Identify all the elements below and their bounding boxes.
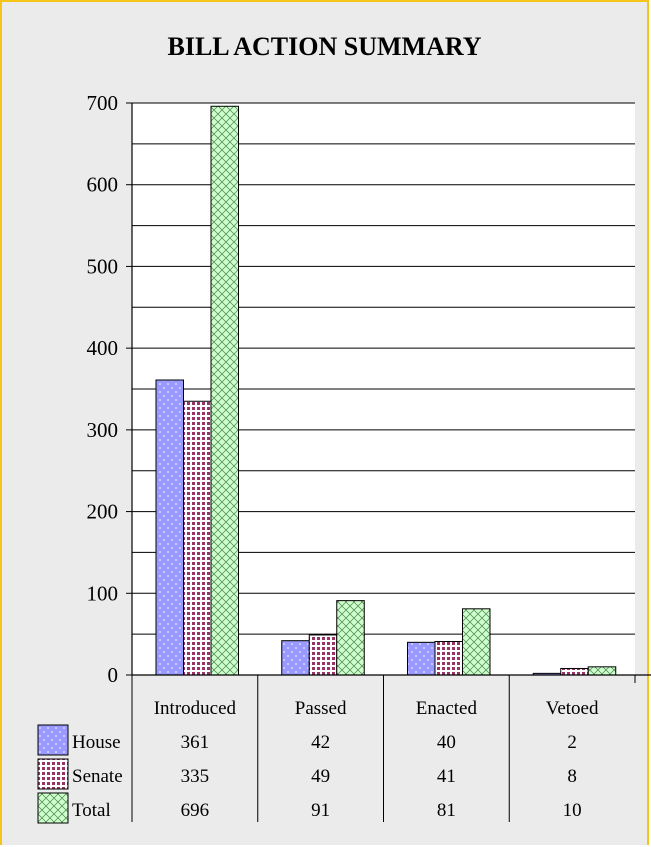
bar-total-introduced bbox=[210, 105, 239, 676]
legend-label-total: Total bbox=[72, 800, 111, 821]
legend-label-senate: Senate bbox=[72, 766, 123, 787]
table-cell-house-vetoed: 2 bbox=[567, 732, 577, 753]
bar-senate-vetoed bbox=[560, 667, 589, 676]
table-cell-senate-vetoed: 8 bbox=[567, 766, 577, 787]
table-cell-total-introduced: 696 bbox=[181, 800, 210, 821]
table-cell-senate-introduced: 335 bbox=[181, 766, 210, 787]
y-tick-label: 400 bbox=[87, 336, 119, 360]
y-tick-label: 500 bbox=[87, 254, 119, 278]
bar-senate-enacted bbox=[434, 640, 463, 676]
bar-senate-introduced bbox=[183, 400, 212, 676]
table-cell-senate-enacted: 41 bbox=[437, 766, 456, 787]
bar-house-introduced bbox=[155, 379, 184, 676]
y-tick-label: 200 bbox=[87, 500, 119, 524]
legend-swatch-senate bbox=[37, 758, 69, 790]
table-cell-house-enacted: 40 bbox=[437, 732, 456, 753]
y-tick-label: 100 bbox=[87, 581, 119, 605]
table-cell-total-enacted: 81 bbox=[437, 800, 456, 821]
category-label-passed: Passed bbox=[295, 698, 347, 719]
y-tick-label: 700 bbox=[87, 91, 119, 115]
legend-label-house: House bbox=[72, 732, 121, 753]
table-cell-total-passed: 91 bbox=[311, 800, 330, 821]
y-tick-label: 300 bbox=[87, 418, 119, 442]
category-label-enacted: Enacted bbox=[416, 698, 478, 719]
chart-title: BILL ACTION SUMMARY bbox=[167, 32, 482, 61]
category-label-vetoed: Vetoed bbox=[546, 698, 599, 719]
category-label-introduced: Introduced bbox=[154, 698, 237, 719]
bar-total-passed bbox=[336, 600, 365, 676]
bar-total-vetoed bbox=[587, 666, 617, 676]
table-cell-house-passed: 42 bbox=[311, 732, 330, 753]
y-tick-label: 0 bbox=[108, 663, 119, 687]
bar-total-enacted bbox=[462, 608, 491, 676]
y-tick-label: 600 bbox=[87, 173, 119, 197]
legend-swatch-house bbox=[37, 724, 69, 756]
table-cell-senate-passed: 49 bbox=[311, 766, 330, 787]
bar-house-enacted bbox=[407, 641, 436, 676]
legend-swatch-total bbox=[37, 792, 69, 824]
bar-senate-passed bbox=[308, 634, 338, 676]
table-cell-total-vetoed: 10 bbox=[563, 800, 582, 821]
table-cell-house-introduced: 361 bbox=[181, 732, 210, 753]
bar-house-passed bbox=[281, 640, 310, 676]
